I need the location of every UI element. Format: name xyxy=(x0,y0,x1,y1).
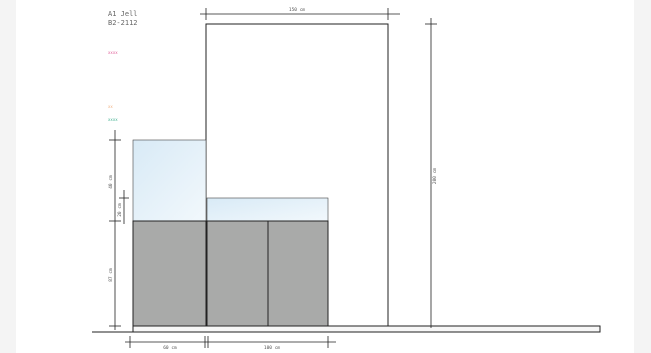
glass-top-left xyxy=(132,139,207,222)
dim-label-bottom-right: 100 cm xyxy=(264,345,281,351)
dim-label-total-height: 200 cm xyxy=(432,168,438,185)
legend-item-1: xxxx xyxy=(108,50,118,55)
dimension-top-width: 150 cm xyxy=(200,7,400,20)
header-line-1: A1 Jell xyxy=(108,10,138,18)
dimension-total-height: 200 cm xyxy=(425,18,438,328)
base-cabinet-left xyxy=(132,220,207,327)
dim-label-top-width: 150 cm xyxy=(289,7,306,13)
glass-top-right xyxy=(206,197,329,222)
header-line-2: B2-2112 xyxy=(108,19,138,27)
dim-label-upper-height: 40 cm xyxy=(108,175,114,189)
dimension-left-heights: 40 cm 20 cm 87 cm xyxy=(108,130,129,330)
dim-label-glass-height: 20 cm xyxy=(117,203,123,217)
dimension-bottom-widths: 60 cm 100 cm xyxy=(125,336,336,351)
base-cabinet-middle xyxy=(206,220,269,327)
legend-item-3: xxxx xyxy=(108,117,118,122)
base-cabinet-right xyxy=(267,220,329,327)
floor-plinth xyxy=(132,325,601,333)
dim-label-base-height: 87 cm xyxy=(108,268,114,282)
legend-item-2: xx xyxy=(108,104,113,109)
dim-label-bottom-left: 60 cm xyxy=(163,345,177,351)
